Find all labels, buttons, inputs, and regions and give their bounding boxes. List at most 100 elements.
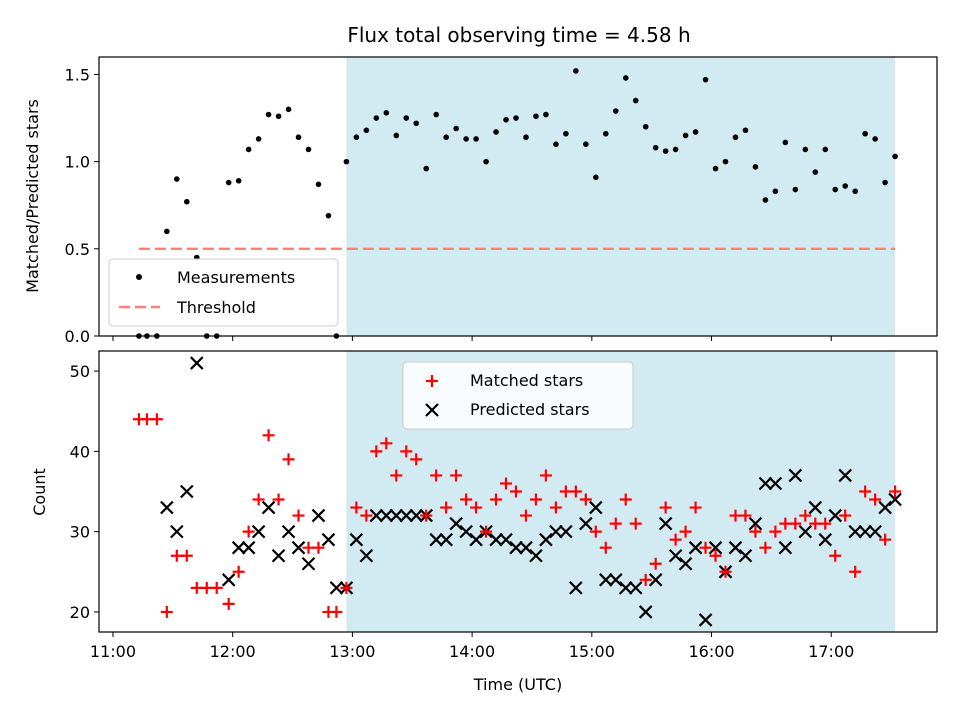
legend-matched-label: Matched stars <box>470 371 583 390</box>
predicted-star-point <box>798 524 813 539</box>
matched-star-point <box>282 453 295 466</box>
predicted-star-point <box>261 500 276 515</box>
matched-star-point <box>579 493 592 506</box>
predicted-star-point <box>838 468 852 483</box>
predicted-star-point <box>748 516 763 531</box>
predicted-star-point <box>868 524 882 539</box>
bottom-y-tick-label: 50 <box>70 362 90 381</box>
bottom-x-tick-label: 14:00 <box>449 642 495 661</box>
matched-star-point <box>292 509 305 522</box>
matched-star-point <box>699 541 712 554</box>
predicted-star-point <box>439 532 453 547</box>
matched-star-point <box>629 517 642 530</box>
measurement-point <box>403 115 410 121</box>
measurement-point <box>782 139 789 146</box>
top-plot-frame <box>98 56 938 337</box>
predicted-star-point <box>379 508 394 523</box>
measurement-point <box>174 176 180 182</box>
predicted-star-point <box>399 508 414 523</box>
predicted-star-point <box>389 508 404 523</box>
predicted-star-point <box>848 524 862 539</box>
predicted-star-point <box>409 508 424 523</box>
measurement-point <box>473 136 479 142</box>
matched-star-point <box>609 517 622 530</box>
measurement-point <box>373 115 380 121</box>
matched-star-point <box>599 541 612 554</box>
matched-star-point <box>480 525 493 538</box>
chart-title: Flux total observing time = 4.58 h <box>347 23 690 47</box>
bottom-y-tick-label: 20 <box>70 603 90 622</box>
matched-star-point <box>749 525 762 538</box>
measurement-point <box>315 181 322 188</box>
matched-star-point <box>150 413 163 426</box>
predicted-star-point <box>728 540 743 555</box>
matched-star-point <box>390 469 403 482</box>
matched-star-point <box>380 437 393 450</box>
predicted-star-point <box>559 524 573 539</box>
predicted-star-point <box>778 540 793 555</box>
top-y-tick-label: 0.5 <box>65 240 90 259</box>
measurement-point <box>523 134 529 141</box>
matched-star-point <box>649 557 662 570</box>
measurement-point <box>305 146 312 153</box>
measurement-point <box>413 120 420 127</box>
predicted-star-point <box>589 500 603 515</box>
matched-star-point <box>400 445 413 458</box>
matched-star-point <box>430 469 443 482</box>
measurement-point <box>393 132 400 139</box>
matched-star-point <box>420 509 433 522</box>
predicted-star-point <box>349 532 364 547</box>
matched-star-point <box>549 501 562 514</box>
measurement-point <box>383 110 390 116</box>
predicted-star-point <box>818 532 833 547</box>
matched-star-point <box>252 493 265 506</box>
legend-measurement-marker <box>136 274 142 280</box>
matched-star-point <box>829 549 842 562</box>
measurement-point <box>275 113 282 120</box>
predicted-star-point <box>808 500 823 515</box>
measurement-point <box>822 146 829 153</box>
measurement-point <box>463 136 469 142</box>
measurement-point <box>285 106 292 113</box>
bottom-legend-box <box>402 361 634 430</box>
matched-star-point <box>569 485 582 498</box>
predicted-star-point <box>170 524 184 539</box>
matched-star-point <box>639 573 652 586</box>
measurement-point <box>245 146 252 153</box>
measurement-point <box>652 144 659 151</box>
predicted-star-point <box>638 605 653 619</box>
matched-star-point <box>669 533 682 546</box>
measurement-point <box>752 164 759 170</box>
legend-predicted-marker <box>425 403 439 417</box>
measurement-point <box>862 130 868 137</box>
top-panel: Flux total observing time = 4.58 h 0.00.… <box>23 23 938 346</box>
top-highlight-span <box>346 57 896 336</box>
bottom-y-tick-label: 40 <box>70 442 90 461</box>
matched-star-point <box>879 533 892 546</box>
measurement-point <box>573 68 579 74</box>
matched-star-point <box>819 517 832 530</box>
measurement-point <box>842 183 849 189</box>
matched-star-point <box>410 453 423 466</box>
matched-star-point <box>539 469 552 482</box>
measurement-point <box>832 186 839 193</box>
measurement-point <box>343 158 350 165</box>
matched-star-point <box>242 525 255 538</box>
measurement-point <box>423 165 430 172</box>
predicted-star-point <box>738 548 753 563</box>
predicted-star-point <box>758 476 773 491</box>
measurement-point <box>602 130 609 137</box>
predicted-star-point <box>658 516 673 531</box>
bottom-x-tick-label: 13:00 <box>329 642 375 661</box>
top-y-tick-label: 1.5 <box>65 65 90 84</box>
predicted-star-point <box>449 516 463 531</box>
bottom-y-axis-label: Count <box>30 468 49 516</box>
matched-star-point <box>839 509 852 522</box>
matched-star-point <box>849 565 862 578</box>
measurement-point <box>742 127 749 134</box>
predicted-star-point <box>281 524 296 539</box>
predicted-star-point <box>569 581 583 595</box>
matched-star-point <box>500 477 513 490</box>
